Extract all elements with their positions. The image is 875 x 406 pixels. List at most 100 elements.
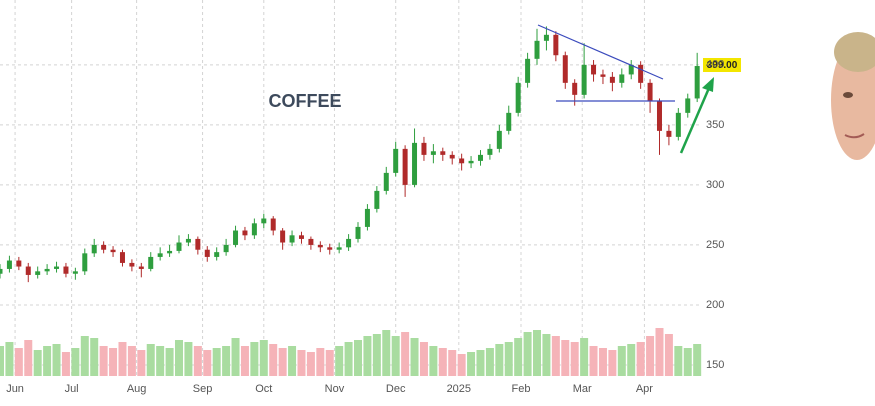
volume-bar	[655, 328, 664, 376]
candle-body	[119, 252, 125, 263]
x-tick-label: Jun	[6, 383, 24, 395]
volume-bar	[646, 336, 655, 376]
volume-bar	[52, 344, 61, 376]
volume-bar	[476, 350, 485, 376]
x-tick-label: Jul	[65, 383, 79, 395]
volume-bar	[664, 334, 673, 376]
volume-bar	[467, 352, 476, 376]
candle-body	[421, 142, 427, 155]
candle-body	[515, 82, 521, 113]
y-tick-label: 150	[706, 359, 724, 371]
volume-bar	[127, 346, 136, 376]
volume-bar	[354, 340, 363, 376]
candle-body	[63, 266, 69, 274]
volume-bar	[598, 348, 607, 376]
candle-body	[185, 238, 191, 243]
volume-bar	[580, 338, 589, 376]
candle-body	[138, 266, 144, 269]
candle-body	[148, 256, 154, 269]
y-tick-label: 300	[706, 179, 724, 191]
volume-bar	[61, 352, 70, 376]
y-tick-label: 200	[706, 299, 724, 311]
x-tick-label: Dec	[386, 383, 406, 395]
volume-bar	[325, 350, 334, 376]
candle-body	[675, 112, 681, 137]
volume-bar	[297, 350, 306, 376]
grid-layer	[0, 0, 700, 378]
candle-body	[280, 230, 286, 243]
candle-body	[581, 64, 587, 95]
price-label: 399.00	[707, 60, 738, 71]
volume-bar	[175, 340, 184, 376]
candle-body	[270, 218, 276, 231]
volume-bar	[43, 346, 52, 376]
volume-bar	[212, 348, 221, 376]
candle-body	[167, 250, 173, 254]
candle-body	[393, 148, 399, 173]
candle-body	[412, 142, 418, 185]
candle-body	[327, 247, 333, 250]
candle-body	[317, 244, 323, 248]
candle-body	[204, 249, 210, 257]
volume-bar	[372, 334, 381, 376]
candle-body	[308, 238, 314, 245]
candle-body	[449, 154, 455, 159]
volume-bar	[71, 348, 80, 376]
volume-bar	[240, 346, 249, 376]
candle-body	[496, 130, 502, 149]
volume-bar	[184, 342, 193, 376]
candle-body	[176, 242, 182, 251]
candle-body	[694, 66, 700, 99]
candle-body	[572, 82, 578, 95]
candle-body	[487, 148, 493, 155]
volume-bar	[269, 344, 278, 376]
candle-body	[6, 260, 12, 269]
volume-bar	[165, 348, 174, 376]
volume-bar	[551, 336, 560, 376]
candle-body	[543, 34, 549, 41]
volume-bar	[24, 340, 33, 376]
volume-bar	[504, 342, 513, 376]
candle-body	[628, 64, 634, 75]
volume-bar	[683, 348, 692, 376]
candle-body	[355, 226, 361, 239]
chart-title: COFFEE	[268, 91, 341, 111]
volume-bar	[542, 334, 551, 376]
volume-bar	[382, 330, 391, 376]
candle-body	[525, 58, 531, 83]
candle-body	[110, 249, 116, 253]
candle-body	[656, 100, 662, 131]
trend-line	[537, 24, 664, 80]
candle-body	[534, 40, 540, 59]
volume-bar	[693, 344, 702, 376]
x-tick-label: Apr	[636, 383, 653, 395]
volume-bar	[429, 346, 438, 376]
volume-bar	[608, 350, 617, 376]
volume-bar	[259, 340, 268, 376]
candle-body	[346, 238, 352, 248]
volume-bar	[401, 332, 410, 376]
candle-body	[25, 266, 31, 275]
candle-body	[638, 64, 644, 83]
candle-body	[101, 244, 107, 250]
volume-bar	[250, 342, 259, 376]
volume-bar	[589, 346, 598, 376]
candle-body	[430, 151, 436, 155]
volume-bar	[222, 346, 231, 376]
candle-body	[506, 112, 512, 131]
arrow-shaft	[679, 87, 711, 154]
candle-body	[72, 271, 78, 274]
volume-bar	[438, 348, 447, 376]
volume-bar	[514, 338, 523, 376]
volume-bar	[617, 346, 626, 376]
candle-body	[600, 74, 606, 77]
volume-bar	[344, 342, 353, 376]
volume-bar	[561, 340, 570, 376]
volume-bar	[485, 348, 494, 376]
volume-bar	[391, 336, 400, 376]
candle-body	[666, 130, 672, 137]
volume-bar	[156, 346, 165, 376]
y-tick-label: 400	[706, 59, 724, 71]
candle-body	[298, 235, 304, 239]
